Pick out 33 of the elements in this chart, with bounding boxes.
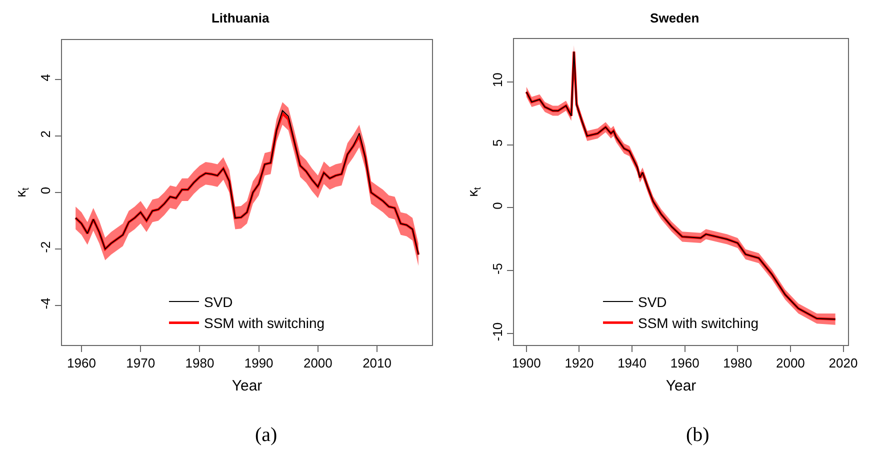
x-tick-label: 1970	[126, 356, 156, 371]
x-axis-title: Year	[232, 378, 262, 395]
x-tick-label: 1900	[512, 356, 541, 371]
x-tick-label: 1960	[670, 356, 700, 371]
x-tick-label: 2000	[776, 356, 805, 371]
x-tick-label: 1990	[244, 356, 274, 371]
text: (a)	[255, 424, 278, 446]
y-tick-label: 2	[38, 130, 53, 138]
x-tick-label: 2020	[828, 356, 858, 371]
x-tick-label: 2010	[362, 356, 392, 371]
y-tick-label: -2	[38, 241, 53, 253]
y-tick-label: 10	[490, 72, 505, 88]
y-tick-label: 5	[490, 139, 505, 146]
legend-label: SVD	[204, 294, 233, 310]
x-tick-label: 1960	[67, 356, 96, 371]
x-tick-label: 2000	[303, 356, 332, 371]
y-tick-label: 0	[38, 186, 53, 194]
legend-label: SSM with switching	[638, 315, 759, 332]
x-axis-title: Year	[666, 378, 696, 395]
y-tick-label: -4	[38, 298, 53, 310]
legend-label: SSM with switching	[204, 315, 325, 332]
chart-title: Lithuania	[211, 10, 270, 26]
y-tick-label: -10	[490, 322, 505, 342]
x-tick-label: 1920	[564, 356, 594, 371]
x-tick-label: 1940	[618, 356, 646, 371]
chart-title: Sweden	[650, 10, 700, 26]
x-tick-label: 1980	[723, 356, 752, 371]
legend-label: SVD	[638, 294, 667, 310]
y-tick-label: -5	[490, 262, 505, 275]
x-tick-label: 1980	[185, 356, 214, 371]
y-tick-label: 0	[490, 202, 505, 210]
text: (b)	[686, 424, 710, 446]
y-tick-label: 4	[38, 74, 53, 82]
